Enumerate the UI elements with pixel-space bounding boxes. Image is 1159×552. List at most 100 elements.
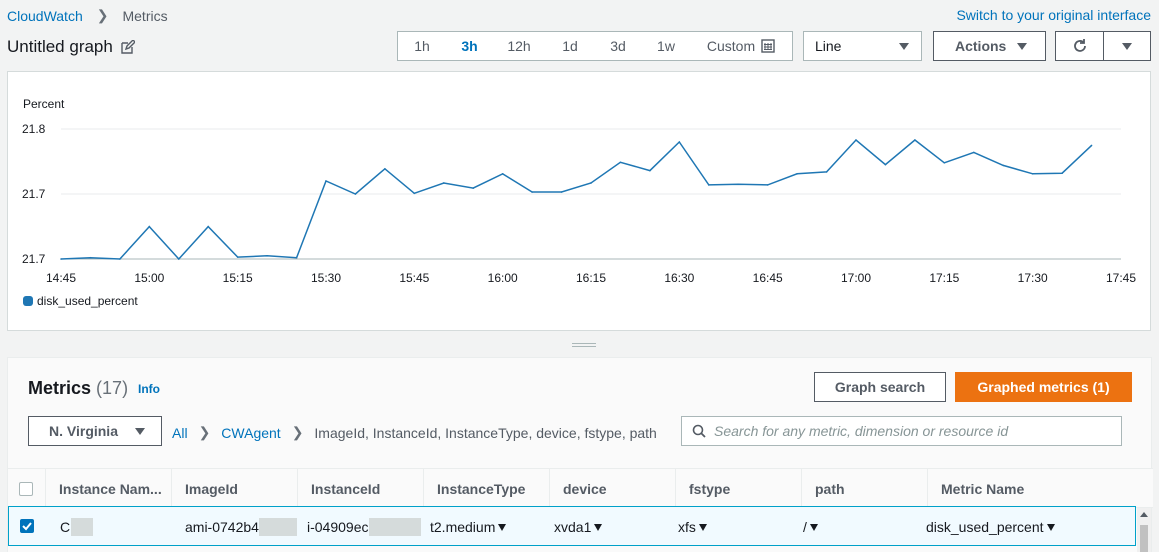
range-1d[interactable]: 1d xyxy=(562,38,578,54)
series-line xyxy=(60,138,1093,261)
instance-name-value: C xyxy=(60,519,71,535)
caret-down-icon xyxy=(899,43,909,50)
refresh-options-button[interactable] xyxy=(1103,31,1151,61)
data-point xyxy=(89,256,92,259)
data-point xyxy=(943,162,946,164)
x-tick-label: 16:00 xyxy=(488,271,518,285)
redacted-mask xyxy=(368,518,421,536)
metrics-count: (17) xyxy=(96,378,129,398)
crumb-cwagent[interactable]: CWAgent xyxy=(221,424,281,441)
data-point xyxy=(619,161,622,164)
chart-legend[interactable]: disk_used_percent xyxy=(23,294,138,308)
caret-down-icon xyxy=(135,428,145,435)
graphed-metrics-button[interactable]: Graphed metrics (1) xyxy=(955,372,1132,402)
x-tick-label: 15:30 xyxy=(311,271,341,285)
graph-type-select[interactable]: Line xyxy=(803,31,922,61)
row-checkbox[interactable] xyxy=(20,519,34,533)
select-all-checkbox[interactable] xyxy=(19,482,33,496)
data-point xyxy=(295,256,298,259)
metric-search-input[interactable]: Search for any metric, dimension or reso… xyxy=(681,416,1122,446)
cell-metric-name[interactable]: disk_used_percent xyxy=(926,507,1055,547)
table-row[interactable]: C ami-0742b4 i-04909ec t2.medium xvda1 x… xyxy=(8,506,1136,546)
imageid-value: ami-0742b4 xyxy=(185,519,259,535)
x-tick-label: 17:00 xyxy=(841,271,871,285)
metrics-panel: Metrics (17) Info Graph search Graphed m… xyxy=(7,357,1153,552)
search-placeholder: Search for any metric, dimension or reso… xyxy=(714,423,1009,439)
redacted-mask xyxy=(71,518,94,536)
column-header-metric-name[interactable]: Metric Name xyxy=(927,469,1137,509)
data-point xyxy=(707,184,710,186)
column-header-instance-name[interactable]: Instance Nam... xyxy=(45,469,171,509)
resize-handle[interactable] xyxy=(572,343,596,347)
cell-path[interactable]: / xyxy=(803,507,818,547)
graph-panel: Percent 21.8 21.7 21.7 14:45 15:00 15:15 15:30… xyxy=(7,71,1151,331)
info-link[interactable]: Info xyxy=(138,382,160,396)
time-range-selector: 1h 3h 12h 1d 3d 1w Custom xyxy=(397,31,793,61)
fstype-value: xfs xyxy=(678,519,696,535)
y-axis-label: Percent xyxy=(23,97,65,111)
dropdown-triangle-icon xyxy=(498,523,507,531)
instanceid-value: i-04909ec xyxy=(307,519,369,535)
search-icon xyxy=(692,424,706,438)
data-point xyxy=(266,254,268,257)
chevron-right-icon: ❯ xyxy=(96,7,109,23)
chevron-right-icon: ❯ xyxy=(198,424,211,440)
column-header-imageid[interactable]: ImageId xyxy=(171,469,297,509)
column-header-instancetype[interactable]: InstanceType xyxy=(423,469,549,509)
cell-fstype[interactable]: xfs xyxy=(678,507,707,547)
column-header-instanceid[interactable]: InstanceId xyxy=(297,469,423,509)
cell-instancetype[interactable]: t2.medium xyxy=(430,507,507,547)
caret-down-icon xyxy=(1122,43,1132,50)
y-tick-label: 21.7 xyxy=(22,187,46,201)
metric-namespace-breadcrumb: All ❯ CWAgent ❯ ImageId, InstanceId, Ins… xyxy=(172,424,657,441)
y-tick-label: 21.8 xyxy=(22,122,46,136)
data-point xyxy=(1002,164,1005,167)
column-header-fstype[interactable]: fstype xyxy=(675,469,801,509)
data-point xyxy=(442,182,445,184)
scroll-thumb[interactable] xyxy=(1140,525,1148,552)
metrics-heading: Metrics (17) xyxy=(28,378,128,399)
range-1w[interactable]: 1w xyxy=(657,38,675,54)
cell-device[interactable]: xvda1 xyxy=(554,507,603,547)
x-tick-label: 17:45 xyxy=(1106,271,1136,285)
switch-interface-link[interactable]: Switch to your original interface xyxy=(956,7,1151,23)
range-3h[interactable]: 3h xyxy=(461,38,478,54)
refresh-button[interactable] xyxy=(1055,31,1104,61)
graph-type-value: Line xyxy=(815,38,842,54)
column-header-path[interactable]: path xyxy=(801,469,927,509)
range-custom[interactable]: Custom xyxy=(691,38,791,54)
scroll-up-arrow-icon[interactable] xyxy=(1140,512,1148,517)
range-1h[interactable]: 1h xyxy=(414,38,430,54)
actions-button[interactable]: Actions xyxy=(933,31,1046,61)
data-point xyxy=(737,183,740,186)
dropdown-triangle-icon xyxy=(1046,523,1055,531)
data-point xyxy=(472,187,475,189)
dropdown-triangle-icon xyxy=(594,523,603,531)
column-header-device[interactable]: device xyxy=(549,469,675,509)
legend-label: disk_used_percent xyxy=(37,294,138,308)
metrics-title: Metrics xyxy=(28,378,92,398)
graph-title: Untitled graph xyxy=(7,37,113,56)
breadcrumb-current: Metrics xyxy=(122,7,168,24)
caret-down-icon xyxy=(1017,43,1027,50)
check-icon xyxy=(22,522,32,531)
x-tick-label: 16:30 xyxy=(664,271,694,285)
actions-label: Actions xyxy=(955,38,1007,54)
x-tick-label: 14:45 xyxy=(46,271,76,285)
region-select[interactable]: N. Virginia xyxy=(28,416,162,446)
range-12h[interactable]: 12h xyxy=(507,38,531,54)
line-chart: 21.821.721.714:45 15:00 15:15 15:30 15:45 16:… xyxy=(22,122,1136,285)
data-point xyxy=(148,225,151,228)
range-3d[interactable]: 3d xyxy=(610,38,626,54)
data-point xyxy=(855,139,857,141)
table-scrollbar[interactable] xyxy=(1137,508,1151,552)
crumb-all[interactable]: All xyxy=(172,424,188,441)
breadcrumb-cloudwatch-link[interactable]: CloudWatch xyxy=(7,7,83,24)
cell-instanceid: i-04909ec xyxy=(307,507,421,547)
graph-search-button[interactable]: Graph search xyxy=(814,372,946,402)
redacted-mask xyxy=(258,518,297,536)
breadcrumb: CloudWatch ❯ Metrics xyxy=(7,7,168,24)
data-point xyxy=(560,191,563,193)
edit-icon[interactable] xyxy=(121,40,135,54)
